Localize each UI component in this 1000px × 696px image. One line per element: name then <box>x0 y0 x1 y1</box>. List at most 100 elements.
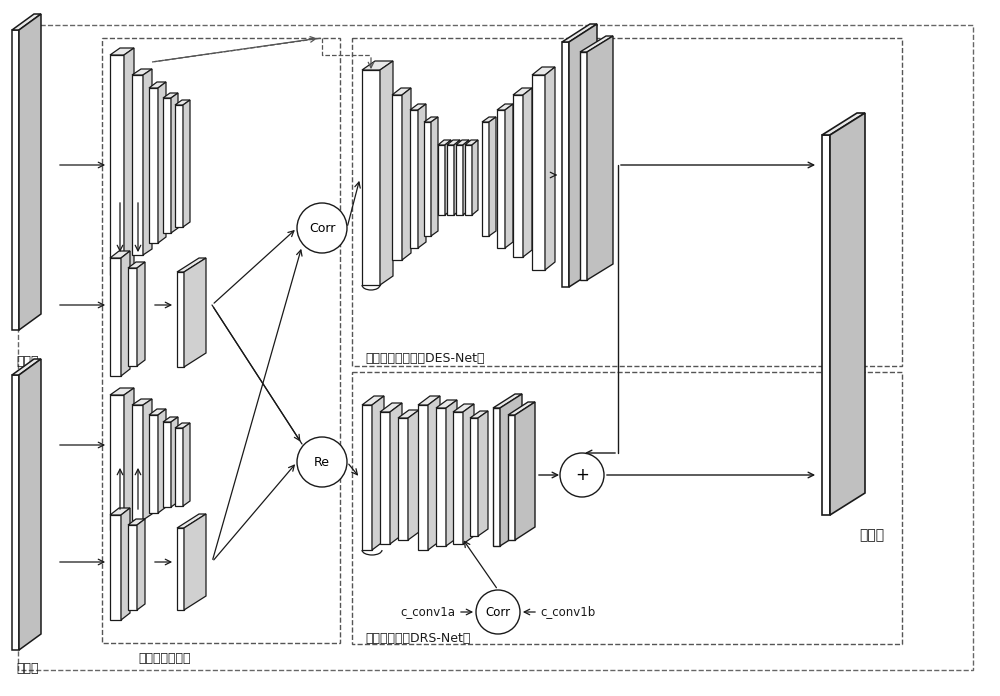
Polygon shape <box>163 98 171 233</box>
Polygon shape <box>463 140 469 215</box>
Polygon shape <box>149 88 158 243</box>
Polygon shape <box>482 117 496 122</box>
Polygon shape <box>183 100 190 227</box>
Polygon shape <box>110 258 121 376</box>
Polygon shape <box>132 399 152 405</box>
Polygon shape <box>128 525 137 610</box>
Polygon shape <box>137 262 145 366</box>
Polygon shape <box>532 75 545 270</box>
Polygon shape <box>175 428 183 506</box>
Polygon shape <box>12 30 19 330</box>
Polygon shape <box>822 113 865 135</box>
Polygon shape <box>497 104 513 110</box>
Polygon shape <box>390 403 402 544</box>
Polygon shape <box>456 140 469 145</box>
Polygon shape <box>438 145 445 215</box>
Polygon shape <box>149 82 166 88</box>
Polygon shape <box>489 117 496 236</box>
Polygon shape <box>500 394 522 546</box>
Polygon shape <box>124 388 134 530</box>
Polygon shape <box>175 100 190 105</box>
Polygon shape <box>398 410 419 418</box>
Polygon shape <box>121 508 130 620</box>
Polygon shape <box>562 24 597 42</box>
Polygon shape <box>132 69 152 75</box>
Polygon shape <box>493 394 522 408</box>
Polygon shape <box>362 405 372 550</box>
Polygon shape <box>19 359 41 650</box>
Polygon shape <box>362 70 380 285</box>
Polygon shape <box>465 140 478 145</box>
Text: 共享特征提取层: 共享特征提取层 <box>139 652 191 665</box>
Polygon shape <box>392 88 411 95</box>
Polygon shape <box>478 411 488 536</box>
Circle shape <box>297 437 347 487</box>
Polygon shape <box>177 258 206 272</box>
Polygon shape <box>505 104 513 248</box>
Polygon shape <box>362 396 384 405</box>
Polygon shape <box>447 140 460 145</box>
Polygon shape <box>380 412 390 544</box>
Polygon shape <box>110 515 121 620</box>
Polygon shape <box>410 110 418 248</box>
Polygon shape <box>445 140 451 215</box>
Bar <box>102 38 340 643</box>
Polygon shape <box>465 145 472 215</box>
Polygon shape <box>175 423 190 428</box>
Polygon shape <box>392 95 402 260</box>
Polygon shape <box>110 395 124 530</box>
Polygon shape <box>418 104 426 248</box>
Polygon shape <box>454 140 460 215</box>
Polygon shape <box>587 36 613 280</box>
Polygon shape <box>175 105 183 227</box>
Polygon shape <box>456 145 463 215</box>
Polygon shape <box>124 48 134 275</box>
Text: c_conv1a: c_conv1a <box>400 606 456 619</box>
Polygon shape <box>128 262 145 268</box>
Polygon shape <box>398 418 408 540</box>
Polygon shape <box>143 69 152 255</box>
Polygon shape <box>508 402 535 415</box>
Polygon shape <box>177 272 184 367</box>
Polygon shape <box>513 88 532 95</box>
Polygon shape <box>110 251 130 258</box>
Polygon shape <box>143 399 152 520</box>
Text: c_conv1b: c_conv1b <box>540 606 596 619</box>
Polygon shape <box>447 145 454 215</box>
Polygon shape <box>493 408 500 546</box>
Text: 初始视差估计层（DES-Net）: 初始视差估计层（DES-Net） <box>365 352 484 365</box>
Polygon shape <box>830 113 865 515</box>
Polygon shape <box>428 396 440 550</box>
Polygon shape <box>580 52 587 280</box>
Polygon shape <box>372 396 384 550</box>
Polygon shape <box>184 514 206 610</box>
Circle shape <box>297 203 347 253</box>
Text: 视差图: 视差图 <box>859 528 885 542</box>
Polygon shape <box>580 36 613 52</box>
Polygon shape <box>171 93 178 233</box>
Polygon shape <box>463 404 474 544</box>
Polygon shape <box>12 14 41 30</box>
Text: +: + <box>575 466 589 484</box>
Polygon shape <box>436 400 457 408</box>
Polygon shape <box>132 405 143 520</box>
Polygon shape <box>171 417 178 507</box>
Polygon shape <box>470 418 478 536</box>
Polygon shape <box>12 375 19 650</box>
Polygon shape <box>523 88 532 257</box>
Circle shape <box>560 453 604 497</box>
Polygon shape <box>436 408 446 546</box>
Polygon shape <box>149 409 166 415</box>
Circle shape <box>476 590 520 634</box>
Polygon shape <box>163 417 178 422</box>
Polygon shape <box>132 75 143 255</box>
Polygon shape <box>424 117 438 122</box>
Polygon shape <box>508 415 515 540</box>
Polygon shape <box>177 514 206 528</box>
Polygon shape <box>402 88 411 260</box>
Polygon shape <box>128 519 145 525</box>
Polygon shape <box>158 409 166 513</box>
Polygon shape <box>158 82 166 243</box>
Text: Re: Re <box>314 455 330 468</box>
Polygon shape <box>418 396 440 405</box>
